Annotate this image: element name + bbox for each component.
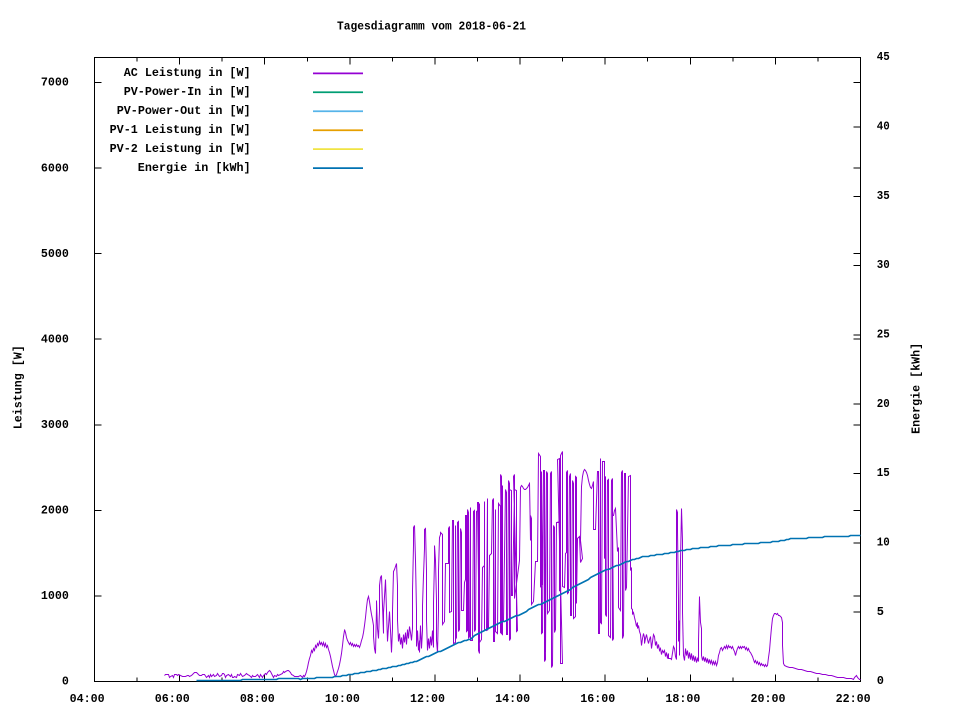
svg-text:30: 30 [877,258,890,272]
svg-text:45: 45 [877,50,890,64]
svg-text:06:00: 06:00 [155,692,190,706]
svg-text:0: 0 [877,674,884,688]
svg-text:15: 15 [877,466,890,480]
svg-text:AC Leistung in [W]: AC Leistung in [W] [124,66,251,80]
svg-text:20:00: 20:00 [750,692,785,706]
svg-text:3000: 3000 [41,418,69,432]
svg-text:2000: 2000 [41,504,69,518]
svg-text:40: 40 [877,120,890,134]
svg-text:1000: 1000 [41,589,69,603]
svg-text:Energie in [kWh]: Energie in [kWh] [138,161,251,175]
svg-text:5: 5 [877,605,884,619]
svg-text:Energie [kWh]: Energie [kWh] [909,343,923,434]
svg-text:20: 20 [877,397,890,411]
svg-text:Tagesdiagramm vom 2018-06-21: Tagesdiagramm vom 2018-06-21 [337,20,526,34]
svg-text:PV-1 Leistung in [W]: PV-1 Leistung in [W] [110,123,251,137]
svg-text:5000: 5000 [41,247,69,261]
svg-text:4000: 4000 [41,332,69,346]
svg-text:PV-2 Leistung in [W]: PV-2 Leistung in [W] [110,142,251,156]
svg-text:PV-Power-In in [W]: PV-Power-In in [W] [124,85,251,99]
svg-text:PV-Power-Out in [W]: PV-Power-Out in [W] [117,104,251,118]
svg-text:35: 35 [877,189,890,203]
svg-text:6000: 6000 [41,161,69,175]
svg-text:18:00: 18:00 [665,692,700,706]
svg-text:25: 25 [877,328,890,342]
svg-text:7000: 7000 [41,76,69,90]
svg-text:Leistung [W]: Leistung [W] [12,345,26,429]
svg-text:14:00: 14:00 [495,692,530,706]
svg-text:10:00: 10:00 [325,692,360,706]
svg-text:04:00: 04:00 [70,692,105,706]
svg-text:12:00: 12:00 [410,692,445,706]
svg-text:10: 10 [877,535,890,549]
svg-text:22:00: 22:00 [836,692,871,706]
svg-text:0: 0 [62,675,69,689]
svg-text:16:00: 16:00 [580,692,615,706]
svg-text:08:00: 08:00 [240,692,275,706]
